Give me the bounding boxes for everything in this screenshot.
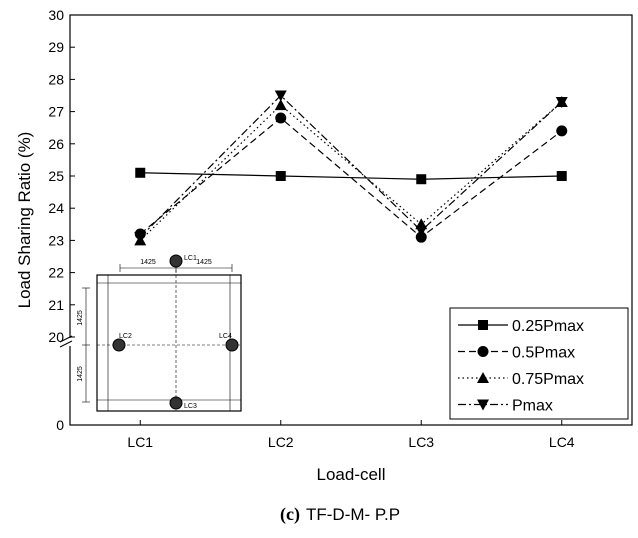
cell-label: LC1 — [184, 255, 197, 262]
marker — [416, 174, 427, 185]
y-tick-label: 20 — [48, 329, 64, 345]
load-cell — [225, 338, 239, 352]
inset-diagram — [82, 254, 242, 412]
marker — [415, 225, 428, 237]
x-axis-label: Load-cell — [317, 465, 386, 484]
load-cell — [169, 396, 183, 410]
marker — [478, 320, 488, 330]
marker — [477, 372, 489, 383]
x-tick-label: LC1 — [127, 434, 153, 450]
cell-label: LC3 — [184, 403, 197, 410]
series-line — [140, 172, 562, 180]
y-tick-label: 24 — [48, 200, 64, 216]
y-tick-label: 0 — [56, 417, 64, 433]
y-tick-label: 29 — [48, 39, 64, 55]
y-axis-label: Load Sharing Ratio (%) — [15, 132, 34, 309]
y-tick-label: 28 — [48, 71, 64, 87]
y-tick-label: 23 — [48, 232, 64, 248]
y-tick-label: 21 — [48, 297, 64, 313]
legend-label: 0.75Pmax — [512, 371, 584, 388]
legend-label: Pmax — [512, 398, 553, 415]
x-tick-label: LC4 — [549, 434, 575, 450]
cell-label: LC4 — [219, 333, 232, 340]
load-cell — [169, 254, 183, 268]
marker — [477, 346, 489, 357]
series-line — [139, 94, 563, 238]
x-tick-label: LC3 — [408, 434, 434, 450]
legend-label: 0.5Pmax — [512, 345, 575, 362]
y-tick-label: 27 — [48, 104, 64, 120]
series-line — [139, 117, 563, 238]
dimension-label: 1425 — [77, 310, 84, 326]
y-tick-label: 25 — [48, 168, 64, 184]
y-tick-label: 22 — [48, 265, 64, 281]
break-mark — [59, 340, 73, 348]
marker — [477, 399, 489, 411]
dimension-label: 1425 — [140, 259, 156, 266]
dimension-label: 1425 — [77, 366, 84, 382]
series-line — [139, 101, 563, 241]
plot-frame — [69, 14, 633, 426]
marker — [556, 171, 567, 181]
legend-label: 0.25Pmax — [512, 318, 584, 335]
marker — [135, 167, 146, 178]
marker — [134, 232, 147, 244]
marker — [275, 112, 287, 124]
x-tick-label: LC2 — [268, 434, 294, 450]
marker — [274, 90, 287, 102]
y-tick-label: 26 — [48, 136, 64, 152]
y-tick-label: 30 — [48, 7, 64, 23]
marker — [274, 99, 287, 111]
caption-label: (c) — [280, 504, 300, 525]
marker — [555, 96, 568, 108]
cell-label: LC2 — [119, 333, 132, 340]
marker — [415, 231, 427, 243]
load-cell — [112, 338, 126, 352]
footing — [96, 274, 242, 412]
marker — [275, 171, 286, 181]
caption: TF-D-M- P.P — [306, 505, 400, 524]
marker — [556, 125, 568, 137]
dimension-label: 1425 — [196, 259, 212, 266]
